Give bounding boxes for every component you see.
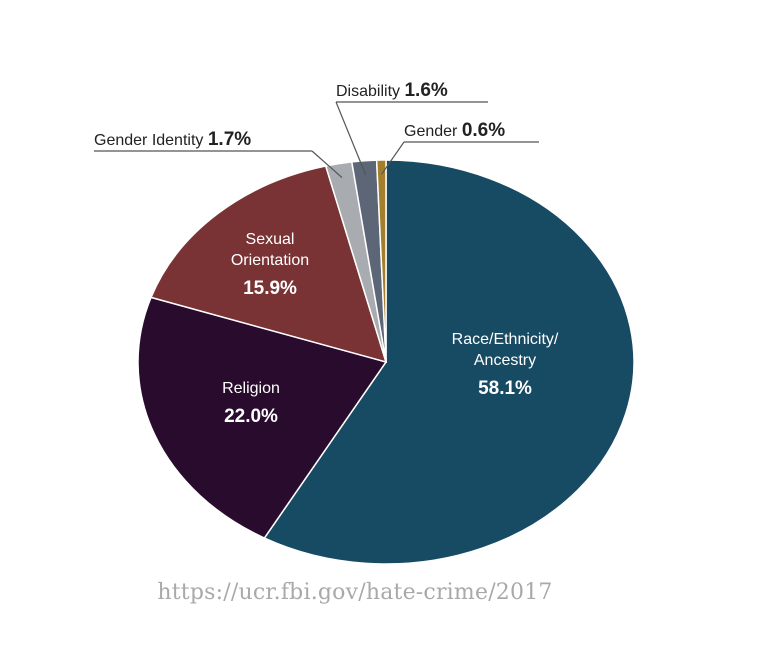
label-disability-name: Disability: [336, 83, 404, 100]
source-url: https://ucr.fbi.gov/hate-crime/2017: [157, 580, 553, 605]
label-race-ethnicity-ancestry-line: Race/Ethnicity/: [452, 331, 559, 348]
label-sexual-orientation-value: 15.9%: [243, 278, 297, 299]
label-gender-leader: [381, 141, 405, 175]
label-religion-line: Religion: [222, 380, 280, 397]
slice-gender: [375, 159, 387, 363]
label-race-ethnicity-ancestry-line: Ancestry: [474, 352, 536, 369]
label-gender-identity-name: Gender Identity: [94, 132, 208, 149]
leader-lines: [94, 101, 539, 179]
slice-race-ethnicity-ancestry: [263, 159, 635, 565]
label-gender-identity-leader: [311, 150, 343, 179]
pie-slices: [137, 159, 635, 565]
label-gender-identity-text: Gender Identity 1.7%: [94, 129, 251, 150]
label-sexual-orientation-line: Orientation: [231, 252, 309, 269]
label-gender-name: Gender: [404, 123, 462, 140]
label-disability-leader: [335, 101, 367, 176]
label-sexual-orientation-line: Sexual: [246, 231, 295, 248]
slice-labels: Race/Ethnicity/Ancestry 58.1% Religion 22.0…: [94, 80, 559, 427]
slice-religion: [137, 296, 388, 539]
label-gender-text: Gender 0.6%: [404, 120, 505, 141]
label-gender-value: 0.6%: [462, 120, 505, 141]
label-disability-value: 1.6%: [404, 80, 447, 101]
slice-sexual-orientation: [150, 165, 388, 364]
label-gender-identity-value: 1.7%: [208, 129, 251, 150]
label-race-ethnicity-ancestry-value: 58.1%: [478, 378, 532, 399]
label-religion-value: 22.0%: [224, 406, 278, 427]
label-disability-text: Disability 1.6%: [336, 80, 448, 101]
